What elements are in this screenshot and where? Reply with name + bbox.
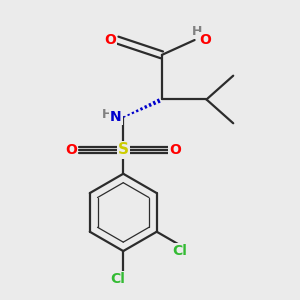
Text: O: O — [104, 33, 116, 47]
Text: Cl: Cl — [110, 272, 125, 286]
Text: S: S — [118, 142, 129, 158]
Text: H: H — [192, 25, 203, 38]
Text: O: O — [199, 33, 211, 47]
Text: O: O — [65, 143, 77, 157]
Text: Cl: Cl — [172, 244, 187, 258]
Text: N: N — [110, 110, 122, 124]
Text: O: O — [169, 143, 181, 157]
Text: H: H — [102, 108, 112, 121]
